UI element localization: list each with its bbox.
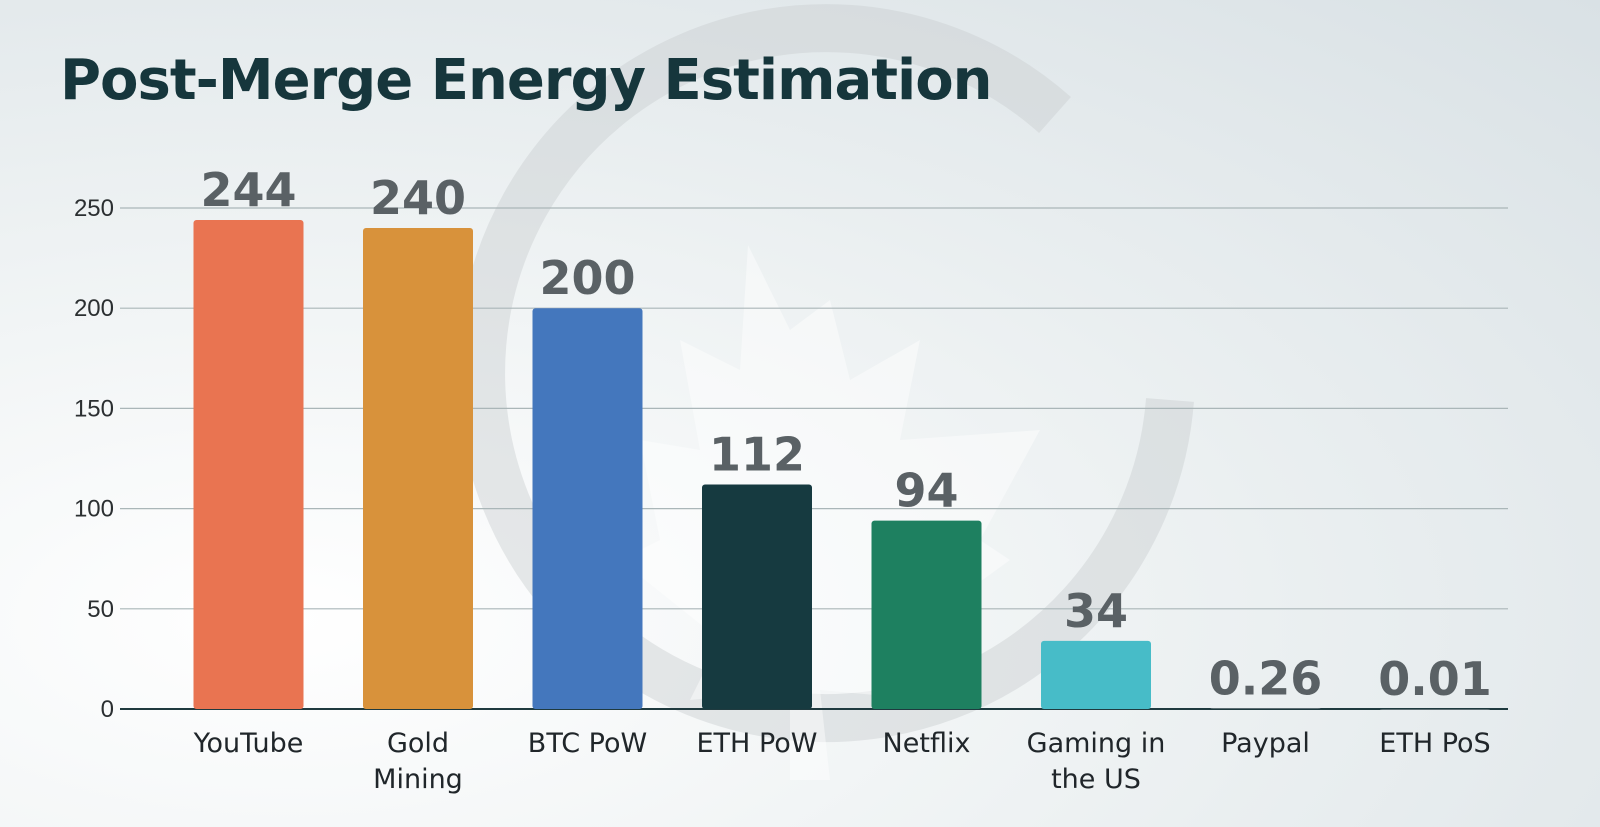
x-category-label: YouTube bbox=[193, 728, 304, 759]
chart-title: Post-Merge Energy Estimation bbox=[60, 48, 993, 113]
x-category-label: Netflix bbox=[883, 728, 971, 759]
x-category-label: Gold bbox=[387, 728, 449, 759]
x-category-label: ETH PoS bbox=[1379, 728, 1490, 759]
y-tick-label: 100 bbox=[74, 496, 114, 523]
bar bbox=[363, 228, 473, 710]
gridlines bbox=[120, 207, 1508, 710]
x-category-label: BTC PoW bbox=[528, 728, 647, 759]
x-category-label: ETH PoW bbox=[697, 728, 818, 759]
y-tick-label: 200 bbox=[74, 295, 114, 322]
bar-value-label: 244 bbox=[200, 163, 296, 217]
bar-value-label: 240 bbox=[370, 171, 466, 225]
x-category-label: Gaming in bbox=[1027, 728, 1166, 759]
y-tick-label: 50 bbox=[87, 596, 114, 623]
bar-value-label: 0.01 bbox=[1378, 652, 1492, 706]
x-axis-labels: YouTube Gold Mining BTC PoW ETH PoW Netflix Ga… bbox=[193, 728, 1491, 795]
bar bbox=[532, 308, 643, 709]
bar-value-label: 34 bbox=[1064, 584, 1128, 638]
y-axis-ticks: 0 50 100 150 200 250 bbox=[74, 195, 114, 723]
bar bbox=[1210, 708, 1321, 709]
x-category-label: Mining bbox=[373, 764, 463, 795]
x-category-label: Paypal bbox=[1221, 728, 1310, 759]
bar-value-label: 200 bbox=[539, 251, 635, 305]
bars bbox=[193, 220, 1490, 710]
value-labels: 244 240 200 112 94 34 0.26 0.01 bbox=[200, 163, 1491, 706]
y-tick-label: 250 bbox=[74, 195, 114, 222]
bar-value-label: 112 bbox=[709, 428, 805, 482]
y-tick-label: 150 bbox=[74, 395, 114, 422]
bar bbox=[1041, 640, 1151, 709]
bar bbox=[1380, 708, 1490, 710]
bar-value-label: 0.26 bbox=[1209, 651, 1323, 705]
bar bbox=[871, 520, 982, 709]
bar bbox=[193, 220, 304, 710]
y-tick-label: 0 bbox=[101, 696, 114, 723]
bar-value-label: 94 bbox=[894, 464, 958, 518]
bar bbox=[702, 484, 812, 709]
x-category-label: the US bbox=[1051, 764, 1141, 795]
